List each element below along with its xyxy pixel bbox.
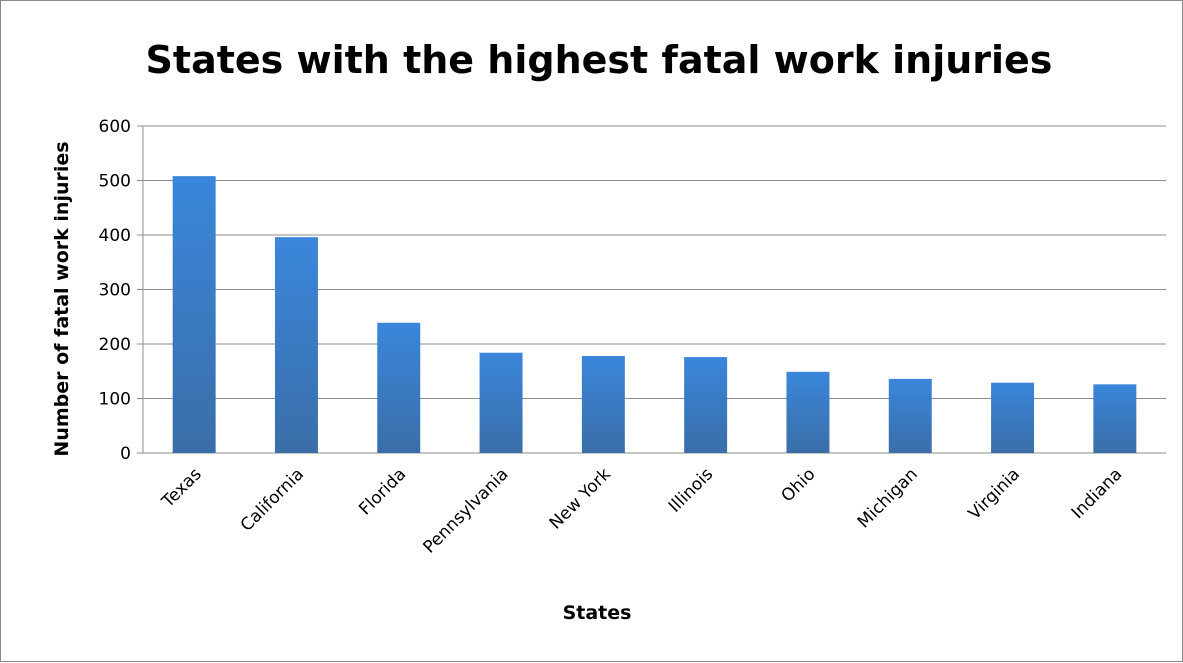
x-tick-label: Ohio: [778, 464, 820, 506]
x-tick-label: California: [237, 464, 308, 535]
y-tick-label: 300: [99, 281, 131, 301]
x-tick-label: Pennsylvania: [419, 464, 512, 557]
x-tick-label: Virginia: [965, 464, 1024, 523]
x-axis-title: States: [563, 602, 632, 624]
x-axis-categories: Texas California Florida Pennsylvania New Yo…: [158, 464, 1127, 557]
x-tick-label: Michigan: [854, 464, 922, 532]
chart-title: States with the highest fatal work injur…: [146, 38, 1053, 82]
x-tick-label: Indiana: [1068, 464, 1127, 523]
bar-indiana: [1093, 384, 1137, 453]
bars: [172, 176, 1137, 453]
y-tick-label: 500: [99, 172, 131, 192]
y-axis-title: Number of fatal work injuries: [51, 141, 73, 456]
y-tick-label: 600: [99, 117, 131, 137]
y-tick-label: 400: [99, 226, 131, 246]
bar-virginia: [991, 382, 1035, 453]
y-axis-ticks: 0 100 200 300 400 500 600: [99, 117, 131, 464]
bar-new-york: [581, 355, 625, 453]
x-tick-label: Florida: [355, 464, 410, 519]
bar-texas: [172, 176, 216, 453]
x-tick-label: New York: [546, 464, 615, 533]
bar-pennsylvania: [479, 352, 523, 453]
y-tick-label: 200: [99, 335, 131, 355]
bar-california: [274, 237, 318, 453]
y-tick-label: 0: [120, 444, 131, 464]
y-tick-label: 100: [99, 390, 131, 410]
bar-florida: [377, 322, 421, 453]
bar-illinois: [684, 357, 728, 453]
bar-ohio: [786, 371, 830, 453]
x-tick-label: Texas: [158, 464, 206, 512]
bar-michigan: [888, 378, 932, 453]
x-tick-label: Illinois: [665, 464, 717, 516]
